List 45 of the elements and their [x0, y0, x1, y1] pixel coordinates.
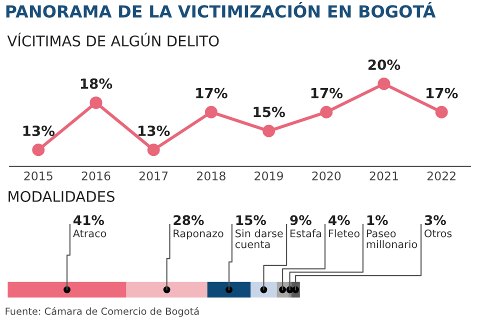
point [90, 96, 102, 109]
text: Atraco [72, 230, 106, 238]
data-label: 13% [23, 126, 55, 136]
text: Raponazo [174, 230, 224, 240]
point [147, 144, 160, 156]
chart-title: PANORAMA DE LA VICTIMIZACIÓN EN BOGOTÁ [6, 2, 436, 18]
x-tick-label: 2020 [312, 171, 341, 180]
x-tick-label: 2017 [139, 171, 168, 180]
data-label: 1% [367, 215, 388, 226]
bar [126, 282, 208, 298]
text: Sin darse cuenta [235, 229, 283, 248]
point [378, 78, 390, 90]
x-tick-label: 2018 [197, 171, 226, 180]
text: Estafa [290, 229, 322, 238]
chart-title: MODALIDADES [8, 190, 114, 202]
data-label: 3% [424, 215, 446, 226]
data-label: 9% [290, 215, 312, 226]
x-tick-label: 2019 [254, 171, 283, 180]
text: Fleteo [328, 229, 360, 238]
x-tick-label: 2016 [82, 171, 110, 180]
source-note: Fuente: Cámara de Comercio de Bogotá [6, 307, 199, 317]
text: Paseo millonario [366, 230, 418, 248]
point [320, 106, 333, 118]
data-label: 20% [368, 60, 400, 70]
x-tick-label: 2021 [370, 171, 398, 180]
data-label: 15% [254, 106, 285, 118]
data-label: 17% [311, 88, 343, 98]
data-label: 17% [426, 88, 458, 98]
data-label: 28% [174, 215, 204, 226]
data-label: 17% [196, 88, 228, 98]
chart-subtitle: VÍCITIMAS DE ALGÚN DELITO [7, 32, 219, 46]
x-tick-label: 2022 [427, 171, 456, 180]
text: Otros [424, 229, 452, 238]
data-label: 41% [73, 215, 104, 226]
bar [207, 282, 251, 298]
data-label: 13% [138, 126, 170, 136]
point [262, 124, 276, 138]
point [204, 106, 218, 118]
data-label: 4% [328, 215, 350, 226]
point [435, 106, 448, 118]
data-label: 18% [80, 78, 112, 89]
point [32, 144, 45, 156]
bar [8, 282, 126, 298]
x-tick-label: 2015 [24, 171, 52, 180]
data-label: 15% [236, 215, 266, 226]
